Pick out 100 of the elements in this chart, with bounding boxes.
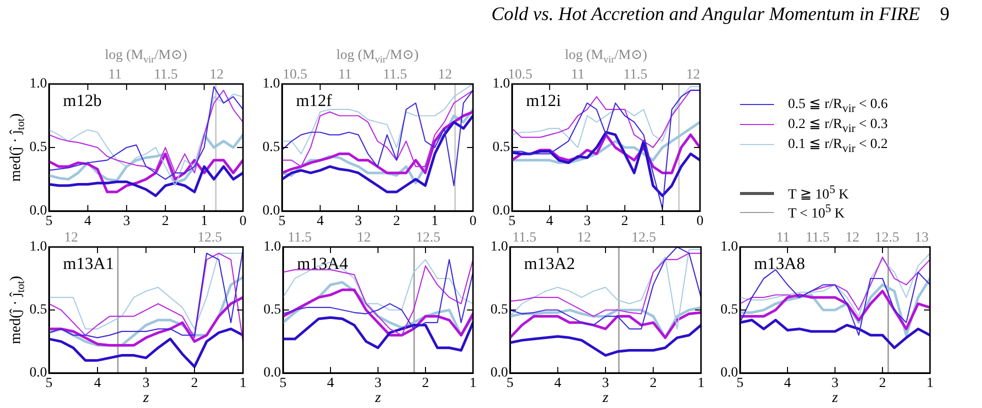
x2-tick-label: 11.5 — [512, 230, 536, 246]
x2-tick-label: 11.5 — [806, 230, 830, 246]
x-tick-label: 2 — [422, 376, 429, 392]
y-tick-label: 0.0 — [490, 366, 508, 381]
text: T < 10$^{5}$ K — [788, 202, 845, 223]
annotation: m13A4 — [297, 254, 348, 273]
x2-tick-label: 12.5 — [416, 230, 440, 246]
x-tick-label: 2 — [393, 214, 400, 230]
x2-tick-label: 13 — [914, 230, 929, 246]
y-tick-label: 1.0 — [492, 76, 510, 92]
x2-tick-label: 12.5 — [874, 230, 900, 246]
x-tick-label: 0 — [240, 214, 246, 230]
y-axis-title: med(ĵ · ĵtot) — [8, 113, 27, 182]
x-axis-title: z — [142, 390, 150, 406]
x2-tick-label: 11 — [571, 67, 584, 82]
x-tick-label: 3 — [832, 376, 838, 392]
x2-tick-label: 12 — [356, 230, 371, 246]
x-axis-title: z — [374, 390, 382, 406]
x-tick-label: 1 — [470, 376, 476, 392]
x-tick-label: 5 — [506, 376, 514, 392]
x-tick-label: 4 — [554, 376, 562, 392]
x-tick-label: 4 — [784, 376, 791, 392]
x-tick-label: 3 — [354, 214, 362, 230]
y-tick-label: 0.0 — [264, 366, 281, 381]
x-tick-label: 2 — [879, 376, 886, 392]
x-tick-label: 3 — [602, 376, 609, 392]
x2-tick-label: 12 — [210, 67, 224, 82]
x-tick-label: 5 — [278, 214, 286, 230]
annotation: m12i — [526, 91, 562, 110]
x-tick-label: 2 — [621, 214, 628, 230]
x2-tick-label: 11 — [776, 230, 790, 246]
y-tick-label: 0.5 — [490, 302, 508, 318]
x2-tick-label: 12 — [577, 230, 592, 246]
y-tick-label: 0.5 — [492, 140, 510, 156]
x-tick-label: 4 — [94, 376, 101, 392]
y-tick-label: 1.0 — [264, 240, 281, 255]
x-tick-label: 5 — [46, 214, 52, 230]
y-tick-label: 0.5 — [264, 302, 281, 318]
x2-tick-label: 11 — [338, 67, 352, 82]
y-axis-title: med(ĵ · ĵtot) — [8, 276, 27, 344]
text: T ≧ 10$^{5}$ K — [788, 183, 849, 204]
x2-tick-label: 11.5 — [288, 230, 312, 246]
x2-tick-label: 12 — [438, 67, 452, 82]
x-tick-label: 1 — [431, 214, 438, 230]
x-tick-label: 1 — [240, 376, 246, 392]
y-tick-label: 0.0 — [30, 204, 47, 219]
x-tick-label: 1 — [926, 376, 934, 392]
x-tick-label: 0 — [470, 214, 476, 230]
x-tick-label: 0 — [696, 214, 704, 230]
x2-tick-label: 11.5 — [383, 67, 407, 82]
x2-tick-label: 12.5 — [197, 230, 222, 246]
y-tick-label: 0.5 — [30, 140, 47, 156]
x-tick-label: 5 — [46, 376, 52, 392]
x2-tick-label: 11.5 — [154, 67, 178, 82]
text: 9 — [940, 4, 950, 26]
annotation: m13A8 — [754, 254, 805, 273]
x-tick-label: 3 — [142, 376, 150, 392]
y-tick-label: 0.5 — [30, 302, 47, 318]
x2-tick-label: 12 — [64, 230, 78, 246]
x-tick-label: 1 — [658, 214, 666, 230]
text: 0.5 ≦ r/R$_{vir}$ < 0.6 — [788, 96, 888, 115]
annotation: m12b — [63, 91, 102, 110]
x-tick-label: 1 — [698, 376, 704, 392]
x-tick-label: 2 — [650, 376, 657, 392]
x-axis-title: z — [602, 390, 609, 406]
x-tick-label: 4 — [327, 376, 334, 392]
y-tick-label: 0.0 — [30, 366, 47, 381]
text: 0.2 ≦ r/R$_{vir}$ < 0.3 — [788, 116, 888, 135]
annotation: m12f — [296, 91, 332, 110]
y-tick-label: 0.0 — [262, 204, 280, 219]
x-tick-label: 5 — [736, 376, 744, 392]
x-tick-label: 1 — [200, 214, 208, 230]
x2-tick-label: 12.5 — [631, 230, 656, 246]
x2-tick-label: 11.5 — [623, 67, 648, 82]
x-tick-label: 4 — [84, 214, 92, 230]
y-tick-label: 1.0 — [30, 240, 47, 255]
text: 0.1 ≦ r/R$_{vir}$ < 0.2 — [788, 136, 888, 155]
x-tick-label: 3 — [123, 214, 130, 230]
text: Cold vs. Hot Accretion and Angular Momentum in FIRE — [491, 4, 920, 26]
x-tick-label: 3 — [374, 376, 382, 392]
y-tick-label: 1.0 — [30, 76, 47, 92]
x-tick-label: 5 — [280, 376, 286, 392]
x-tick-label: 4 — [546, 214, 554, 230]
y-tick-label: 0.5 — [262, 140, 280, 156]
y-tick-label: 1.0 — [490, 240, 508, 255]
annotation: m13A1 — [63, 254, 114, 273]
x-tick-label: 3 — [584, 214, 591, 230]
x-tick-label: 4 — [316, 214, 324, 230]
x2-tick-label: 11 — [108, 67, 122, 82]
x-tick-label: 2 — [191, 376, 198, 392]
y-tick-label: 0.5 — [720, 302, 738, 318]
x-tick-label: 5 — [508, 214, 516, 230]
x2-tick-label: 12 — [845, 230, 860, 246]
y-tick-label: 1.0 — [720, 240, 738, 255]
x2-tick-label: 10.5 — [282, 67, 308, 82]
x2-tick-label: 12 — [686, 67, 700, 82]
y-tick-label: 1.0 — [262, 76, 280, 92]
y-tick-label: 0.0 — [720, 366, 738, 381]
x-axis-title: z — [831, 390, 838, 406]
annotation: m13A2 — [524, 254, 575, 273]
